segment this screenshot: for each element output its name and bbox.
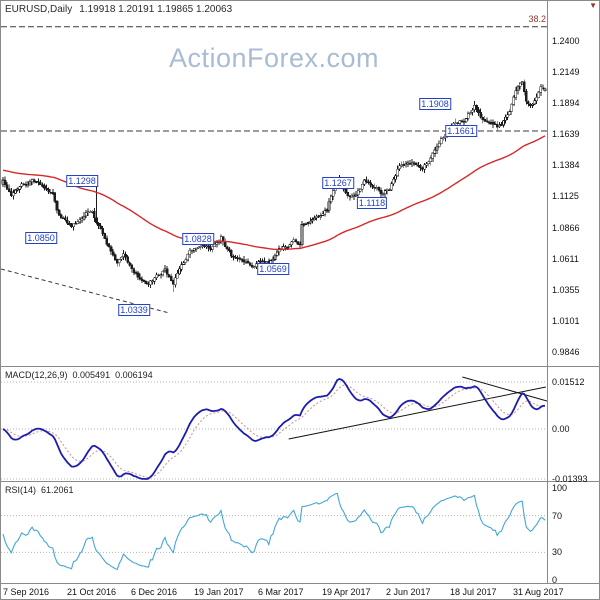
macd-signal-value: 0.006194 bbox=[115, 370, 153, 380]
fib-ratio-label: 38.2 bbox=[528, 14, 546, 24]
time-axis-label: 19 Apr 2017 bbox=[322, 587, 371, 597]
price-axis-tick: 1.2400 bbox=[552, 36, 580, 46]
price-panel[interactable]: ActionForex.com EURUSD,Daily 1.19918 1.20… bbox=[1, 1, 599, 366]
axis-separator bbox=[547, 1, 548, 583]
price-axis-tick: 1.1125 bbox=[552, 191, 579, 201]
swing-price-label: 1.0828 bbox=[182, 233, 214, 245]
corner-triangle-icon: ▼ bbox=[589, 1, 597, 10]
rsi-value: 61.2061 bbox=[41, 485, 74, 495]
swing-price-label: 1.0569 bbox=[257, 263, 289, 275]
swing-price-label: 1.1118 bbox=[356, 197, 388, 209]
price-axis-tick: 1.0866 bbox=[552, 223, 580, 233]
price-axis-tick: 1.2149 bbox=[552, 67, 580, 77]
rsi-axis[interactable]: 100 70 30 0 bbox=[549, 482, 599, 585]
rsi-axis-tick: 70 bbox=[552, 511, 563, 521]
swing-price-label: 1.1908 bbox=[419, 98, 451, 110]
price-axis[interactable]: 1.2006 1.1661 1.24001.21491.18941.16391.… bbox=[549, 1, 599, 366]
time-axis[interactable]: 7 Sep 2016 21 Oct 2016 6 Dec 2016 19 Jan 20… bbox=[1, 583, 599, 599]
price-axis-tick: 1.0101 bbox=[552, 316, 580, 326]
macd-name: MACD(12,26,9) bbox=[5, 370, 68, 380]
macd-axis-tick: -0.01393 bbox=[552, 474, 588, 484]
time-axis-label: 18 Jul 2017 bbox=[450, 587, 497, 597]
time-axis-label: 21 Oct 2016 bbox=[67, 587, 117, 597]
symbol-timeframe-label: EURUSD,Daily bbox=[5, 4, 73, 15]
macd-axis[interactable]: 0.01512 0.00 -0.01393 bbox=[549, 367, 599, 484]
rsi-plot[interactable] bbox=[1, 482, 547, 584]
watermark: ActionForex.com bbox=[168, 43, 380, 73]
time-axis-label: 2 Jun 2017 bbox=[386, 587, 431, 597]
swing-price-label: 1.1267 bbox=[322, 177, 354, 189]
swing-price-label: 1.1661 bbox=[445, 125, 477, 137]
price-plot[interactable] bbox=[1, 1, 547, 366]
macd-indicator-label: MACD(12,26,9) 0.005491 0.006194 bbox=[5, 370, 158, 380]
rsi-axis-tick: 0 bbox=[552, 575, 558, 585]
rsi-axis-tick: 30 bbox=[552, 547, 563, 557]
time-axis-label: 6 Mar 2017 bbox=[258, 587, 304, 597]
price-axis-tick: 1.0355 bbox=[552, 285, 580, 295]
time-axis-label: 6 Dec 2016 bbox=[131, 587, 178, 597]
macd-main-value: 0.005491 bbox=[72, 370, 111, 380]
rsi-indicator-label: RSI(14) 61.2061 bbox=[5, 485, 79, 495]
price-axis-tick: 1.1639 bbox=[552, 129, 580, 139]
macd-plot[interactable] bbox=[1, 367, 547, 482]
rsi-panel[interactable]: RSI(14) 61.2061 100 70 30 0 bbox=[1, 481, 599, 585]
swing-price-label: 1.0339 bbox=[118, 304, 150, 316]
rsi-name: RSI(14) bbox=[5, 485, 37, 495]
swing-price-label: 1.0850 bbox=[25, 232, 57, 244]
price-axis-tick: 1.0611 bbox=[552, 254, 579, 264]
macd-panel[interactable]: MACD(12,26,9) 0.005491 0.006194 0.01512 0.0… bbox=[1, 366, 599, 484]
time-axis-label: 19 Jan 2017 bbox=[194, 587, 244, 597]
time-axis-label: 7 Sep 2016 bbox=[3, 587, 50, 597]
swing-price-label: 1.1298 bbox=[66, 175, 98, 187]
macd-axis-tick: 0.00 bbox=[552, 424, 570, 434]
rsi-axis-tick: 100 bbox=[552, 483, 568, 493]
price-axis-tick: 1.1894 bbox=[552, 98, 580, 108]
time-axis-label: 31 Aug 2017 bbox=[513, 587, 564, 597]
macd-axis-tick: 0.01512 bbox=[552, 377, 585, 387]
price-axis-tick: 0.9846 bbox=[552, 347, 580, 357]
ohlc-readout: 1.19918 1.20191 1.19865 1.20063 bbox=[79, 4, 233, 15]
chart-header: EURUSD,Daily 1.19918 1.20191 1.19865 1.20… bbox=[5, 4, 232, 15]
price-axis-tick: 1.1384 bbox=[552, 160, 580, 170]
